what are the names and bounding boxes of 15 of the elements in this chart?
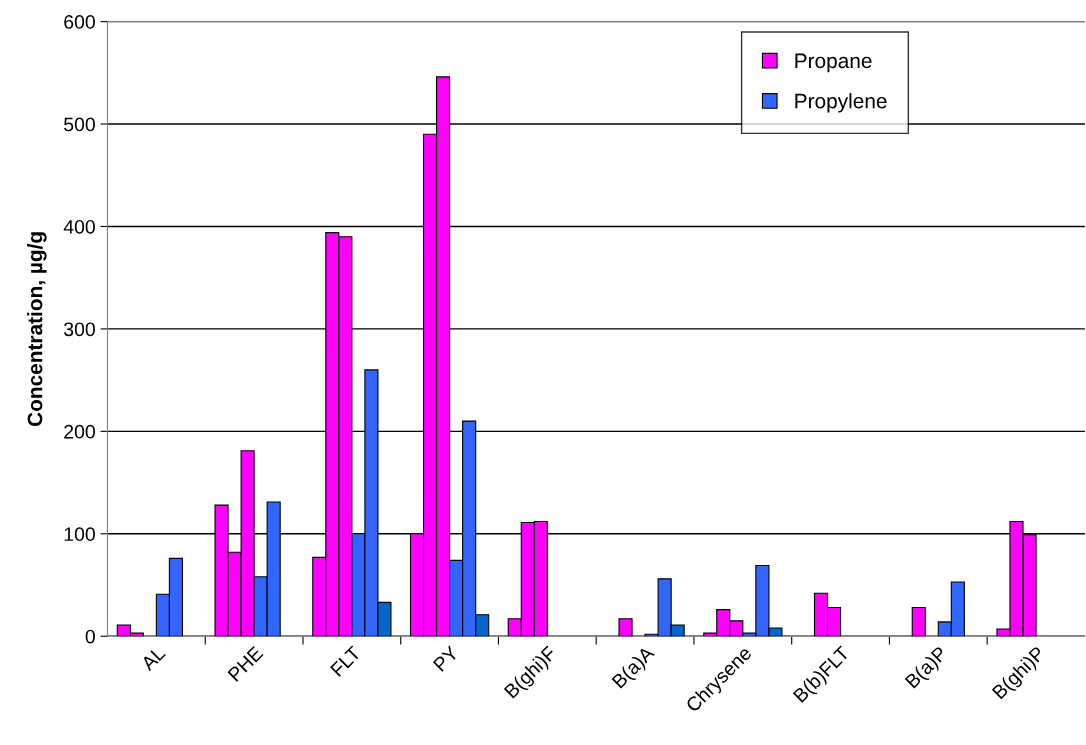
- y-tick-label: 600: [64, 15, 95, 29]
- legend-label: Propane: [795, 53, 872, 73]
- bar: [911, 606, 926, 637]
- legend-label: Propylene: [795, 93, 887, 113]
- y-tick-label: 400: [63, 219, 95, 234]
- y-axis-title: Concentration, µg/g: [27, 232, 47, 427]
- bar: [618, 618, 633, 637]
- x-tick-label: PY: [432, 645, 460, 672]
- x-tick-label: FLT: [330, 645, 362, 677]
- y-tick-label: 500: [64, 117, 95, 132]
- y-tick-label: 100: [64, 527, 95, 542]
- y-tick-label: 0: [85, 629, 95, 644]
- y-tick-label: 300: [64, 322, 95, 337]
- x-tick-label: AL: [140, 645, 166, 672]
- y-tick-label: 200: [64, 424, 95, 439]
